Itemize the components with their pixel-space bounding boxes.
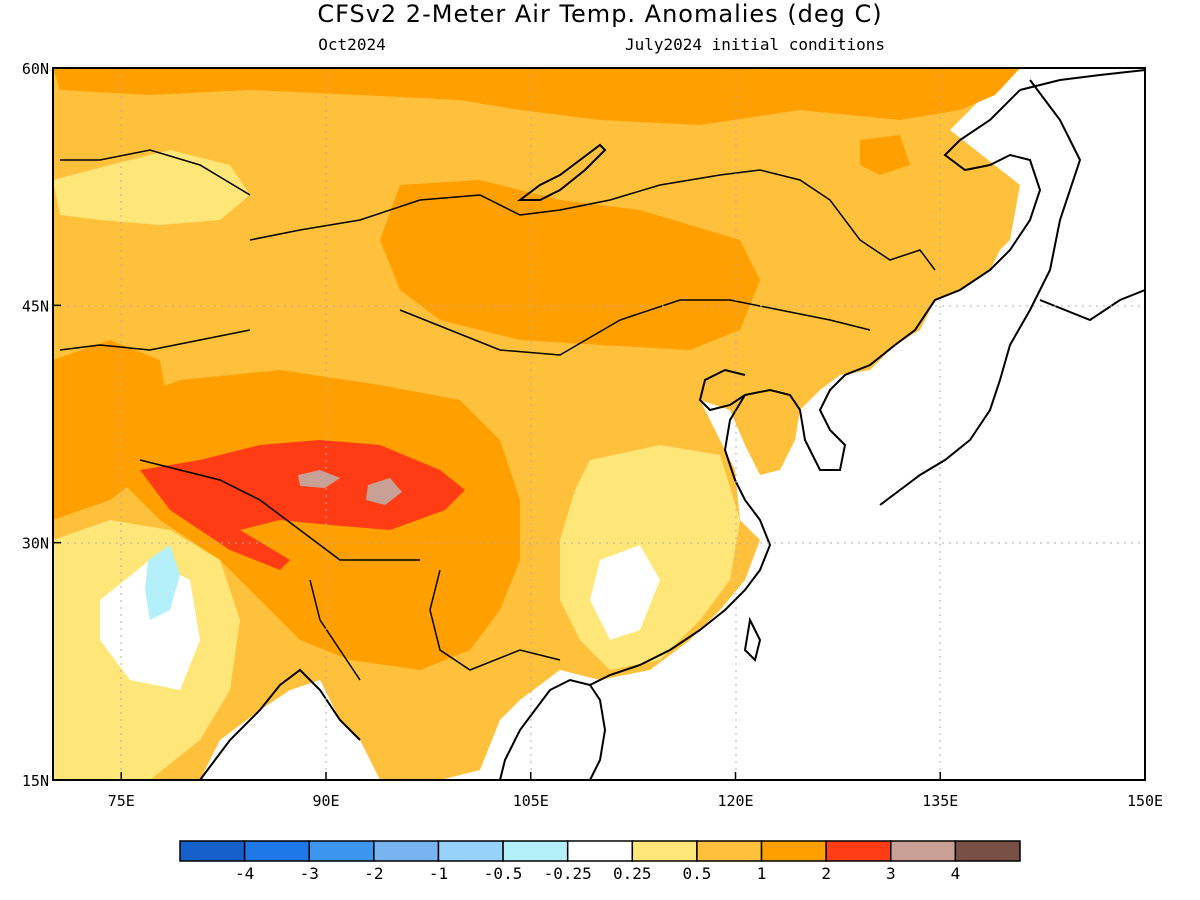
figure-title: CFSv2 2-Meter Air Temp. Anomalies (deg C… xyxy=(317,0,882,28)
colorbar: -4 -3 -2 -1 -0.5 -0.25 0.25 0.5 1 2 3 4 xyxy=(179,840,1021,883)
colorbar-swatch xyxy=(179,840,246,862)
colorbar-swatch xyxy=(373,840,440,862)
colorbar-swatch xyxy=(308,840,375,862)
colorbar-label: -0.5 xyxy=(484,864,523,883)
colorbar-swatch xyxy=(825,840,892,862)
kazakh-cool-patch xyxy=(53,150,250,225)
colorbar-swatch xyxy=(696,840,763,862)
y-tick-label: 45N xyxy=(22,297,49,315)
x-tick-label: 135E xyxy=(922,792,958,810)
x-tick-label: 90E xyxy=(312,792,339,810)
west-warm-band xyxy=(53,340,170,520)
colorbar-swatch xyxy=(954,840,1021,862)
colorbar-label: 4 xyxy=(951,864,961,883)
valid-month-label: Oct2024 xyxy=(318,35,385,54)
colorbar-swatch xyxy=(760,840,827,862)
colorbar-label: -3 xyxy=(300,864,319,883)
northeast-warm-patch xyxy=(860,135,910,175)
colorbar-label: -0.25 xyxy=(544,864,592,883)
tibet-red-core xyxy=(140,440,465,570)
colorbar-label: -4 xyxy=(235,864,254,883)
colorbar-swatch xyxy=(631,840,698,862)
colorbar-label: 0.5 xyxy=(682,864,711,883)
colorbar-swatch xyxy=(437,840,504,862)
y-tick-label: 15N xyxy=(22,772,49,790)
mongolia-warm-band xyxy=(380,180,760,350)
colorbar-swatch xyxy=(243,840,310,862)
map-plot-area xyxy=(53,68,1145,780)
lat-lon-grid xyxy=(53,68,1145,780)
initial-conditions-label: July2024 initial conditions xyxy=(625,35,885,54)
country-borders xyxy=(59,149,936,681)
colorbar-label: -2 xyxy=(364,864,383,883)
colorbar-label: 1 xyxy=(757,864,767,883)
colorbar-label: 0.25 xyxy=(613,864,652,883)
south-china-white-patch xyxy=(590,545,660,640)
x-tick-label: 75E xyxy=(108,792,135,810)
siberia-warm-band xyxy=(53,68,1020,125)
colorbar-label: 3 xyxy=(886,864,896,883)
colorbar-swatch xyxy=(566,840,634,862)
india-light-blue-patch xyxy=(145,545,180,620)
colorbar-swatch xyxy=(502,840,569,862)
y-tick-label: 60N xyxy=(22,60,49,78)
x-tick-label: 105E xyxy=(513,792,549,810)
x-tick-label: 120E xyxy=(717,792,753,810)
x-axis: 75E 90E 105E 120E 135E 150E xyxy=(108,772,1163,810)
y-axis: 60N 45N 30N 15N xyxy=(22,60,61,790)
map-frame xyxy=(52,67,1146,781)
colorbar-swatch xyxy=(890,840,957,862)
y-tick-label: 30N xyxy=(22,535,49,553)
tibet-peak-2 xyxy=(366,478,402,505)
coastlines xyxy=(199,69,1145,780)
colorbar-label: 2 xyxy=(821,864,831,883)
tibet-peak-1 xyxy=(298,470,340,488)
x-tick-label: 150E xyxy=(1127,792,1163,810)
lake-baikal xyxy=(517,143,607,201)
colorbar-label: -1 xyxy=(429,864,448,883)
